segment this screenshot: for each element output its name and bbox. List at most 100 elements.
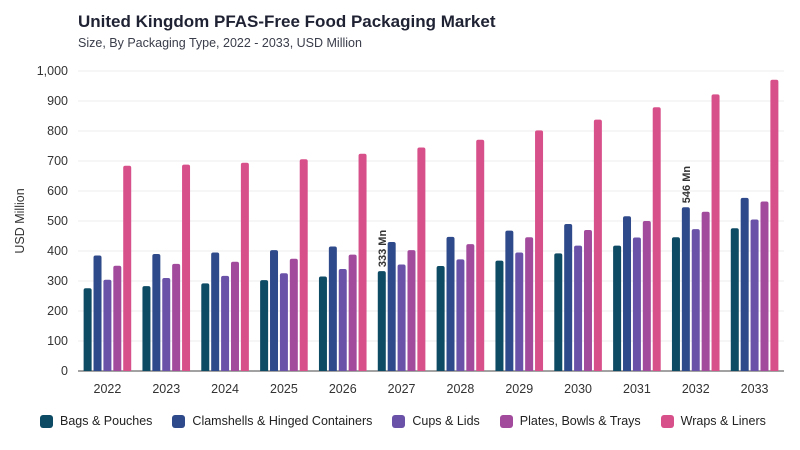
bar xyxy=(152,254,161,371)
bar xyxy=(387,242,396,371)
y-tick-label: 700 xyxy=(47,154,68,168)
bar xyxy=(377,271,386,371)
bar xyxy=(613,245,622,371)
bar xyxy=(711,94,720,372)
legend-label: Plates, Bowls & Trays xyxy=(519,414,641,428)
bar xyxy=(318,276,327,371)
bar xyxy=(417,147,426,371)
y-axis-label: USD Million xyxy=(13,188,27,253)
x-tick-label: 2032 xyxy=(682,382,710,396)
legend-label: Cups & Lids xyxy=(412,414,480,428)
bar xyxy=(328,246,337,371)
bar xyxy=(182,164,191,371)
bar xyxy=(201,283,210,371)
bar-chart: 0 100 200 300 400 500 600 700 800 900 1,000 USD Mil… xyxy=(13,64,784,396)
bar xyxy=(642,221,651,371)
legend-swatch xyxy=(499,414,513,428)
bar xyxy=(162,278,171,371)
bar xyxy=(407,250,416,371)
bar xyxy=(289,258,298,371)
chart-legend: Bags & Pouches Clamshells & Hinged Contai… xyxy=(40,414,786,428)
legend-item: Plates, Bowls & Trays xyxy=(499,414,641,428)
bar xyxy=(671,237,680,371)
bar xyxy=(172,263,181,371)
bar xyxy=(652,107,661,372)
legend-item: Clamshells & Hinged Containers xyxy=(172,414,372,428)
legend-swatch xyxy=(40,414,53,428)
bar xyxy=(456,259,465,371)
x-tick-label: 2028 xyxy=(447,382,475,396)
bar xyxy=(593,119,602,371)
bar xyxy=(750,219,759,371)
data-label: 546 Mn xyxy=(681,166,693,204)
bar xyxy=(123,165,132,371)
legend-item: Wraps & Liners xyxy=(660,414,766,428)
y-tick-label: 100 xyxy=(47,334,68,348)
bar xyxy=(525,237,534,371)
bar xyxy=(564,224,573,371)
bar xyxy=(240,162,249,371)
legend-label: Clamshells & Hinged Containers xyxy=(192,414,373,428)
y-tick-label: 400 xyxy=(47,244,68,258)
bar xyxy=(691,229,700,371)
bar xyxy=(730,228,739,371)
bar xyxy=(113,265,122,371)
legend-swatch xyxy=(660,414,674,428)
bar xyxy=(574,245,583,371)
x-tick-label: 2025 xyxy=(270,382,298,396)
x-tick-label: 2033 xyxy=(741,382,769,396)
y-tick-label: 600 xyxy=(47,184,68,198)
bar xyxy=(701,211,710,371)
bar xyxy=(623,216,632,371)
y-tick-label: 0 xyxy=(61,364,68,378)
y-tick-label: 900 xyxy=(47,94,68,108)
bar xyxy=(260,280,269,371)
bar xyxy=(397,264,406,371)
x-tick-label: 2022 xyxy=(94,382,122,396)
legend-swatch xyxy=(172,414,186,428)
bar xyxy=(583,230,592,371)
y-tick-label: 200 xyxy=(47,304,68,318)
bar xyxy=(515,252,524,371)
y-tick-label: 1,000 xyxy=(37,64,68,78)
bar xyxy=(103,279,112,371)
legend-item: Cups & Lids xyxy=(392,414,480,428)
bar xyxy=(681,207,690,371)
chart-title: United Kingdom PFAS-Free Food Packaging … xyxy=(78,12,496,31)
bar xyxy=(211,252,220,371)
bar xyxy=(348,254,357,371)
y-tick-label: 800 xyxy=(47,124,68,138)
legend-label: Bags & Pouches xyxy=(60,414,153,428)
bar xyxy=(270,250,279,371)
x-tick-label: 2027 xyxy=(388,382,416,396)
x-tick-label: 2024 xyxy=(211,382,239,396)
bar xyxy=(535,130,544,371)
bar xyxy=(279,273,288,371)
bar xyxy=(142,286,151,371)
x-tick-label: 2031 xyxy=(623,382,651,396)
bar xyxy=(554,253,563,371)
bar xyxy=(221,275,230,371)
bar xyxy=(632,237,641,371)
bar xyxy=(760,201,769,371)
bar xyxy=(83,288,92,371)
x-tick-label: 2026 xyxy=(329,382,357,396)
data-label: 333 Mn xyxy=(377,230,389,268)
bar xyxy=(466,244,475,371)
bar xyxy=(93,255,102,371)
bar xyxy=(770,79,779,371)
bar xyxy=(230,261,239,371)
y-tick-label: 300 xyxy=(47,274,68,288)
x-tick-label: 2030 xyxy=(564,382,592,396)
bar xyxy=(740,197,749,371)
chart-subtitle: Size, By Packaging Type, 2022 - 2033, US… xyxy=(78,36,362,50)
bar xyxy=(436,266,445,371)
legend-item: Bags & Pouches xyxy=(40,414,152,428)
bar xyxy=(495,260,504,371)
bar xyxy=(476,139,485,371)
bar xyxy=(338,269,347,371)
bar xyxy=(299,159,308,371)
legend-label: Wraps & Liners xyxy=(680,414,766,428)
bar xyxy=(358,153,367,371)
x-tick-label: 2029 xyxy=(505,382,533,396)
